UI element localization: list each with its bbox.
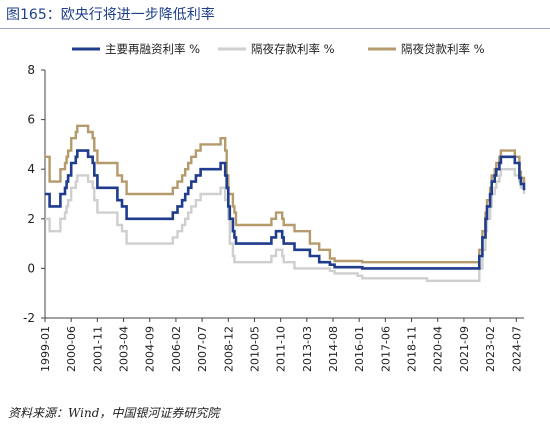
y-tick-label: 0 xyxy=(27,261,35,275)
x-tick-label: 2010-05 xyxy=(248,326,261,372)
x-tick-label: 2000-06 xyxy=(65,326,78,372)
x-tick-label: 2007-07 xyxy=(196,326,209,372)
series-line-main-refi xyxy=(45,149,526,270)
x-tick-label: 1999-01 xyxy=(39,326,52,372)
x-axis: 1999-01 2000-06 2001-11 2003-04 2004-09 2006-… xyxy=(39,317,524,372)
x-tick-label: 2006-02 xyxy=(170,326,183,372)
chart-title: 图165：欧央行将进一步降低利率 xyxy=(6,7,215,23)
y-tick-label: 8 xyxy=(27,63,35,77)
title-divider xyxy=(0,28,550,29)
x-tick-label: 2003-04 xyxy=(118,326,131,372)
x-tick-label: 2017-06 xyxy=(379,326,392,372)
x-tick-label: 2014-08 xyxy=(327,326,340,372)
x-tick-label: 2024-07 xyxy=(510,326,523,372)
x-tick-label: 2018-11 xyxy=(406,326,419,372)
y-tick-label: -2 xyxy=(23,311,35,325)
chart-legend: 主要再融资利率 % 隔夜存款利率 % 隔夜贷款利率 % xyxy=(72,42,485,56)
x-tick-label: 2013-03 xyxy=(301,326,314,372)
x-tick-label: 2023-02 xyxy=(484,326,497,372)
source-note: 资料来源：Wind，中国银河证券研究院 xyxy=(8,406,220,420)
x-tick-label: 2011-10 xyxy=(275,326,288,372)
x-tick-label: 2004-09 xyxy=(144,326,157,372)
x-tick-label: 2016-01 xyxy=(353,326,366,372)
legend-label: 隔夜贷款利率 % xyxy=(401,42,485,56)
x-tick-label: 2008-12 xyxy=(222,326,235,372)
plot-area xyxy=(45,124,526,282)
x-tick-label: 2001-11 xyxy=(91,326,104,372)
line-chart: 主要再融资利率 % 隔夜存款利率 % 隔夜贷款利率 % -2 0 2 4 6 8 1999-0… xyxy=(23,42,526,372)
y-tick-label: 6 xyxy=(27,113,35,127)
x-tick-label: 2021-09 xyxy=(458,326,471,372)
y-tick-label: 2 xyxy=(27,212,35,226)
x-tick-label: 2020-04 xyxy=(432,326,445,372)
legend-label: 隔夜存款利率 % xyxy=(251,42,335,56)
y-tick-label: 4 xyxy=(27,162,35,176)
y-axis: -2 0 2 4 6 8 xyxy=(23,63,46,325)
legend-label: 主要再融资利率 % xyxy=(105,42,200,56)
